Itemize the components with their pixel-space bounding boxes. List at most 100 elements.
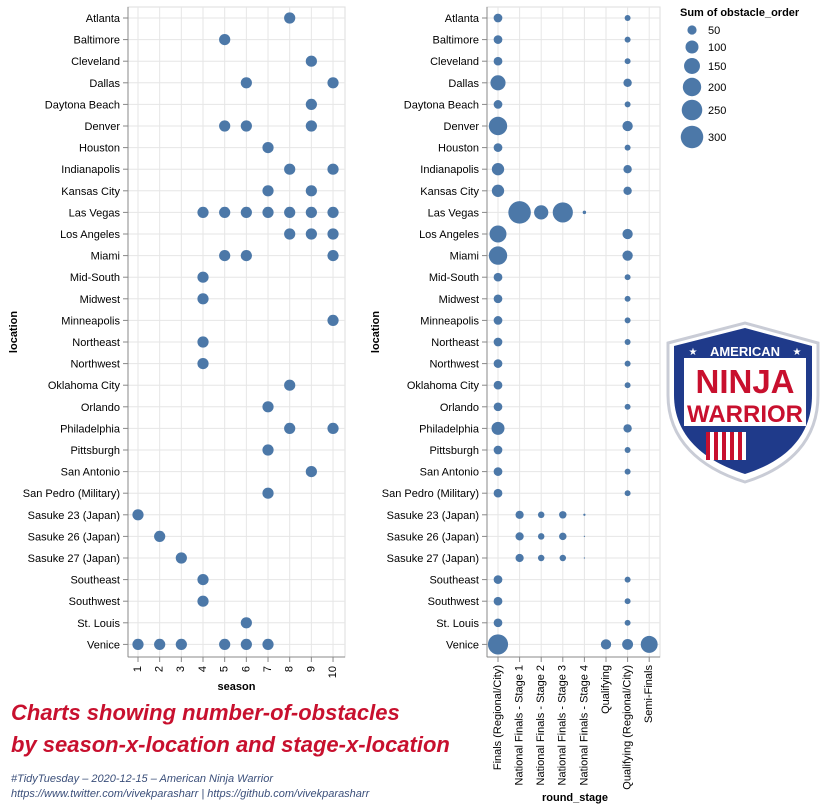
y-tick-label: Southeast bbox=[70, 575, 120, 587]
y-tick-label: Orlando bbox=[81, 402, 120, 414]
point-denver-qualifying-regional-city bbox=[622, 120, 633, 132]
legend-symbol-150 bbox=[684, 58, 700, 74]
y-axis-title: location bbox=[8, 311, 20, 353]
point-san-antonio-season-9 bbox=[305, 466, 317, 478]
point-venice-season-6 bbox=[240, 638, 252, 651]
point-miami-qualifying-regional-city bbox=[622, 250, 633, 261]
y-tick-label: Indianapolis bbox=[420, 164, 479, 176]
caption-meta-line-2: https://www.twitter.com/vivekparasharr |… bbox=[11, 788, 370, 800]
point-philadelphia-season-10 bbox=[327, 422, 339, 434]
y-tick-label: Denver bbox=[85, 121, 121, 133]
point-las-vegas-season-6 bbox=[240, 206, 252, 218]
point-sasuke-26-japan-national-finals-stage-2 bbox=[537, 533, 545, 540]
point-st-louis-season-6 bbox=[240, 617, 252, 629]
point-northeast-season-4 bbox=[197, 336, 209, 348]
point-miami-season-10 bbox=[327, 250, 339, 262]
point-pittsburgh-qualifying-regional-city bbox=[624, 447, 631, 453]
caption-title: Charts showing number-of-obstacles by se… bbox=[11, 697, 531, 761]
point-las-vegas-national-finals-stage-2 bbox=[534, 205, 549, 220]
y-tick-label: Kansas City bbox=[61, 186, 120, 198]
point-northwest-finals-regional-city bbox=[493, 359, 503, 368]
point-sasuke-23-japan-national-finals-stage-2 bbox=[537, 511, 545, 519]
y-tick-label: Atlanta bbox=[445, 13, 480, 25]
point-sasuke-23-japan-national-finals-stage-3 bbox=[559, 511, 567, 519]
y-tick-label: Atlanta bbox=[86, 13, 121, 25]
point-houston-season-7 bbox=[262, 142, 274, 154]
x-tick-label: 3 bbox=[175, 666, 187, 672]
x-tick-label: National Finals - Stage 3 bbox=[557, 665, 569, 785]
legend-title: Sum of obstacle_order bbox=[680, 7, 800, 19]
point-daytona-beach-qualifying-regional-city bbox=[624, 101, 631, 108]
point-philadelphia-season-8 bbox=[284, 422, 296, 434]
x-tick-label: Qualifying (Regional/City) bbox=[622, 665, 634, 790]
point-southeast-finals-regional-city bbox=[493, 575, 503, 584]
y-tick-label: Philadelphia bbox=[60, 423, 121, 435]
x-axis-title: season bbox=[218, 681, 256, 693]
size-legend: Sum of obstacle_order 50 100 150 200 250 300 bbox=[680, 7, 800, 149]
point-las-vegas-season-7 bbox=[262, 206, 274, 218]
point-midwest-qualifying-regional-city bbox=[624, 295, 631, 302]
point-kansas-city-qualifying-regional-city bbox=[623, 186, 632, 196]
logo-stripe bbox=[742, 432, 746, 460]
y-tick-label: Philadelphia bbox=[419, 423, 480, 435]
point-daytona-beach-season-9 bbox=[305, 98, 317, 110]
legend-symbol-100 bbox=[685, 40, 699, 54]
legend-label-250: 250 bbox=[708, 105, 726, 117]
y-tick-label: San Antonio bbox=[61, 467, 120, 479]
point-las-vegas-season-8 bbox=[284, 206, 296, 218]
x-tick-label: 6 bbox=[240, 666, 252, 672]
point-sasuke-27-japan-season-3 bbox=[175, 552, 187, 564]
logo-stripe bbox=[734, 432, 738, 460]
y-tick-label: Northeast bbox=[72, 337, 120, 349]
y-tick-label: Houston bbox=[438, 143, 479, 155]
legend-symbol-300 bbox=[680, 125, 704, 149]
legend-symbol-50 bbox=[687, 25, 697, 35]
y-tick-label: Mid-South bbox=[429, 272, 479, 284]
point-orlando-qualifying-regional-city bbox=[624, 403, 631, 410]
logo-stripe bbox=[726, 432, 730, 460]
y-tick-label: Miami bbox=[450, 251, 479, 263]
point-northeast-finals-regional-city bbox=[493, 337, 503, 347]
point-northwest-qualifying-regional-city bbox=[624, 360, 631, 367]
x-tick-label: 5 bbox=[219, 666, 231, 672]
point-venice-qualifying-regional-city bbox=[622, 638, 634, 650]
point-denver-season-9 bbox=[305, 120, 317, 132]
point-venice-semi-finals bbox=[640, 635, 658, 653]
x-tick-label: 2 bbox=[154, 666, 166, 672]
point-los-angeles-season-10 bbox=[327, 228, 339, 240]
point-san-antonio-qualifying-regional-city bbox=[624, 468, 631, 475]
point-los-angeles-season-9 bbox=[305, 228, 317, 240]
point-sasuke-27-japan-national-finals-stage-4 bbox=[583, 557, 586, 559]
logo-text-bottom: WARRIOR bbox=[687, 401, 803, 428]
caption-meta: #TidyTuesday – 2020-12-15 – American Nin… bbox=[11, 772, 491, 802]
point-sasuke-26-japan-season-2 bbox=[154, 530, 166, 543]
point-kansas-city-finals-regional-city bbox=[491, 184, 505, 197]
point-atlanta-season-8 bbox=[284, 12, 296, 24]
y-tick-label: Kansas City bbox=[420, 186, 479, 198]
point-las-vegas-national-finals-stage-1 bbox=[508, 201, 531, 224]
season-by-location-chart: Atlanta Baltimore Cleveland Dallas Daytona B… bbox=[8, 6, 346, 693]
point-pittsburgh-finals-regional-city bbox=[493, 445, 503, 455]
point-las-vegas-season-10 bbox=[327, 206, 339, 218]
y-tick-label: Dallas bbox=[448, 78, 479, 90]
y-tick-label: Sasuke 27 (Japan) bbox=[28, 553, 120, 565]
point-philadelphia-finals-regional-city bbox=[491, 421, 505, 435]
point-southwest-finals-regional-city bbox=[493, 596, 503, 606]
point-miami-season-6 bbox=[240, 250, 252, 262]
y-tick-label: Southwest bbox=[428, 596, 479, 608]
y-tick-label: St. Louis bbox=[436, 618, 479, 630]
point-sasuke-26-japan-national-finals-stage-3 bbox=[559, 532, 567, 541]
point-houston-qualifying-regional-city bbox=[624, 144, 631, 151]
point-miami-season-5 bbox=[219, 250, 231, 262]
point-orlando-finals-regional-city bbox=[493, 402, 503, 412]
y-tick-label: Northwest bbox=[429, 359, 479, 371]
x-tick-label: 10 bbox=[327, 666, 339, 678]
point-oklahoma-city-qualifying-regional-city bbox=[624, 382, 631, 389]
point-oklahoma-city-season-8 bbox=[284, 379, 296, 391]
point-los-angeles-season-8 bbox=[284, 228, 296, 240]
x-tick-label: 7 bbox=[262, 666, 274, 672]
point-venice-season-2 bbox=[154, 638, 166, 651]
